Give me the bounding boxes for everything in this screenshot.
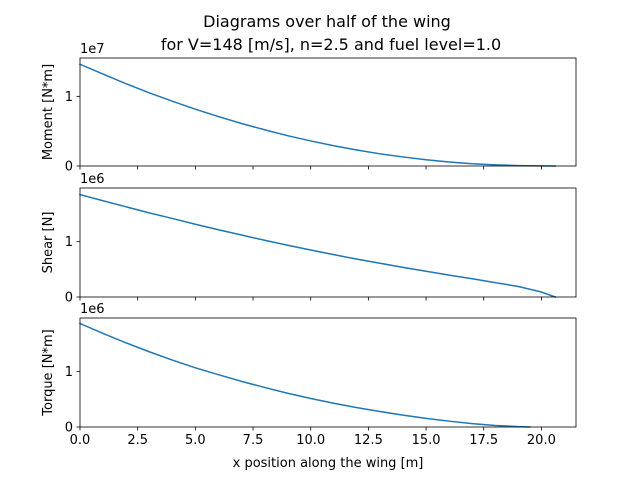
shear-series-line (79, 193, 557, 298)
torque-x-tick-label: 0.0 (70, 433, 91, 448)
shear-y-tick-label: 1 (65, 235, 73, 250)
figure-title-line-1: Diagrams over half of the wing (203, 12, 451, 31)
moment-subplot: 0 1 1e7 Moment [N*m] (41, 42, 577, 175)
torque-y-tick-label: 1 (65, 365, 73, 380)
moment-series-line (79, 63, 556, 167)
moment-axes-frame (79, 57, 577, 167)
moment-y-tick-label: 1 (65, 90, 73, 105)
torque-x-tick-label: 15.0 (412, 433, 441, 448)
shear-y-tick-label: 0 (65, 291, 73, 306)
figure-title-line-2: for V=148 [m/s], n=2.5 and fuel level=1.… (161, 35, 501, 54)
torque-x-tick-label: 20.0 (527, 433, 556, 448)
subplots: 0 1 1e7 Moment [N*m] 0 1 1e6 Shear [N] 0.0 2.5 5.0… (41, 42, 577, 471)
torque-x-tick-label: 2.5 (127, 433, 148, 448)
torque-scale-offset-label: 1e6 (80, 302, 105, 317)
torque-axes-frame (79, 317, 577, 428)
torque-subplot: 0.0 2.5 5.0 7.5 10.0 12.5 15.0 17.5 20.0 0 1 1e6 Tor… (41, 302, 577, 471)
shear-subplot: 0 1 1e6 Shear [N] (41, 172, 577, 306)
moment-scale-offset-label: 1e7 (80, 42, 105, 57)
shear-scale-offset-label: 1e6 (80, 172, 105, 187)
torque-y-axis-label: Torque [N*m] (41, 329, 56, 416)
moment-y-axis-label: Moment [N*m] (41, 64, 56, 160)
torque-y-tick-label: 0 (65, 421, 73, 436)
torque-x-axis-label: x position along the wing [m] (233, 456, 424, 471)
torque-x-tick-label: 12.5 (354, 433, 383, 448)
torque-series-line (79, 322, 531, 428)
shear-y-axis-label: Shear [N] (41, 212, 56, 274)
torque-x-tick-label: 10.0 (296, 433, 325, 448)
torque-x-tick-label: 5.0 (185, 433, 206, 448)
torque-x-tick-label: 7.5 (243, 433, 264, 448)
torque-x-tick-label: 17.5 (469, 433, 498, 448)
shear-axes-frame (79, 187, 577, 298)
moment-y-tick-label: 0 (65, 160, 73, 175)
